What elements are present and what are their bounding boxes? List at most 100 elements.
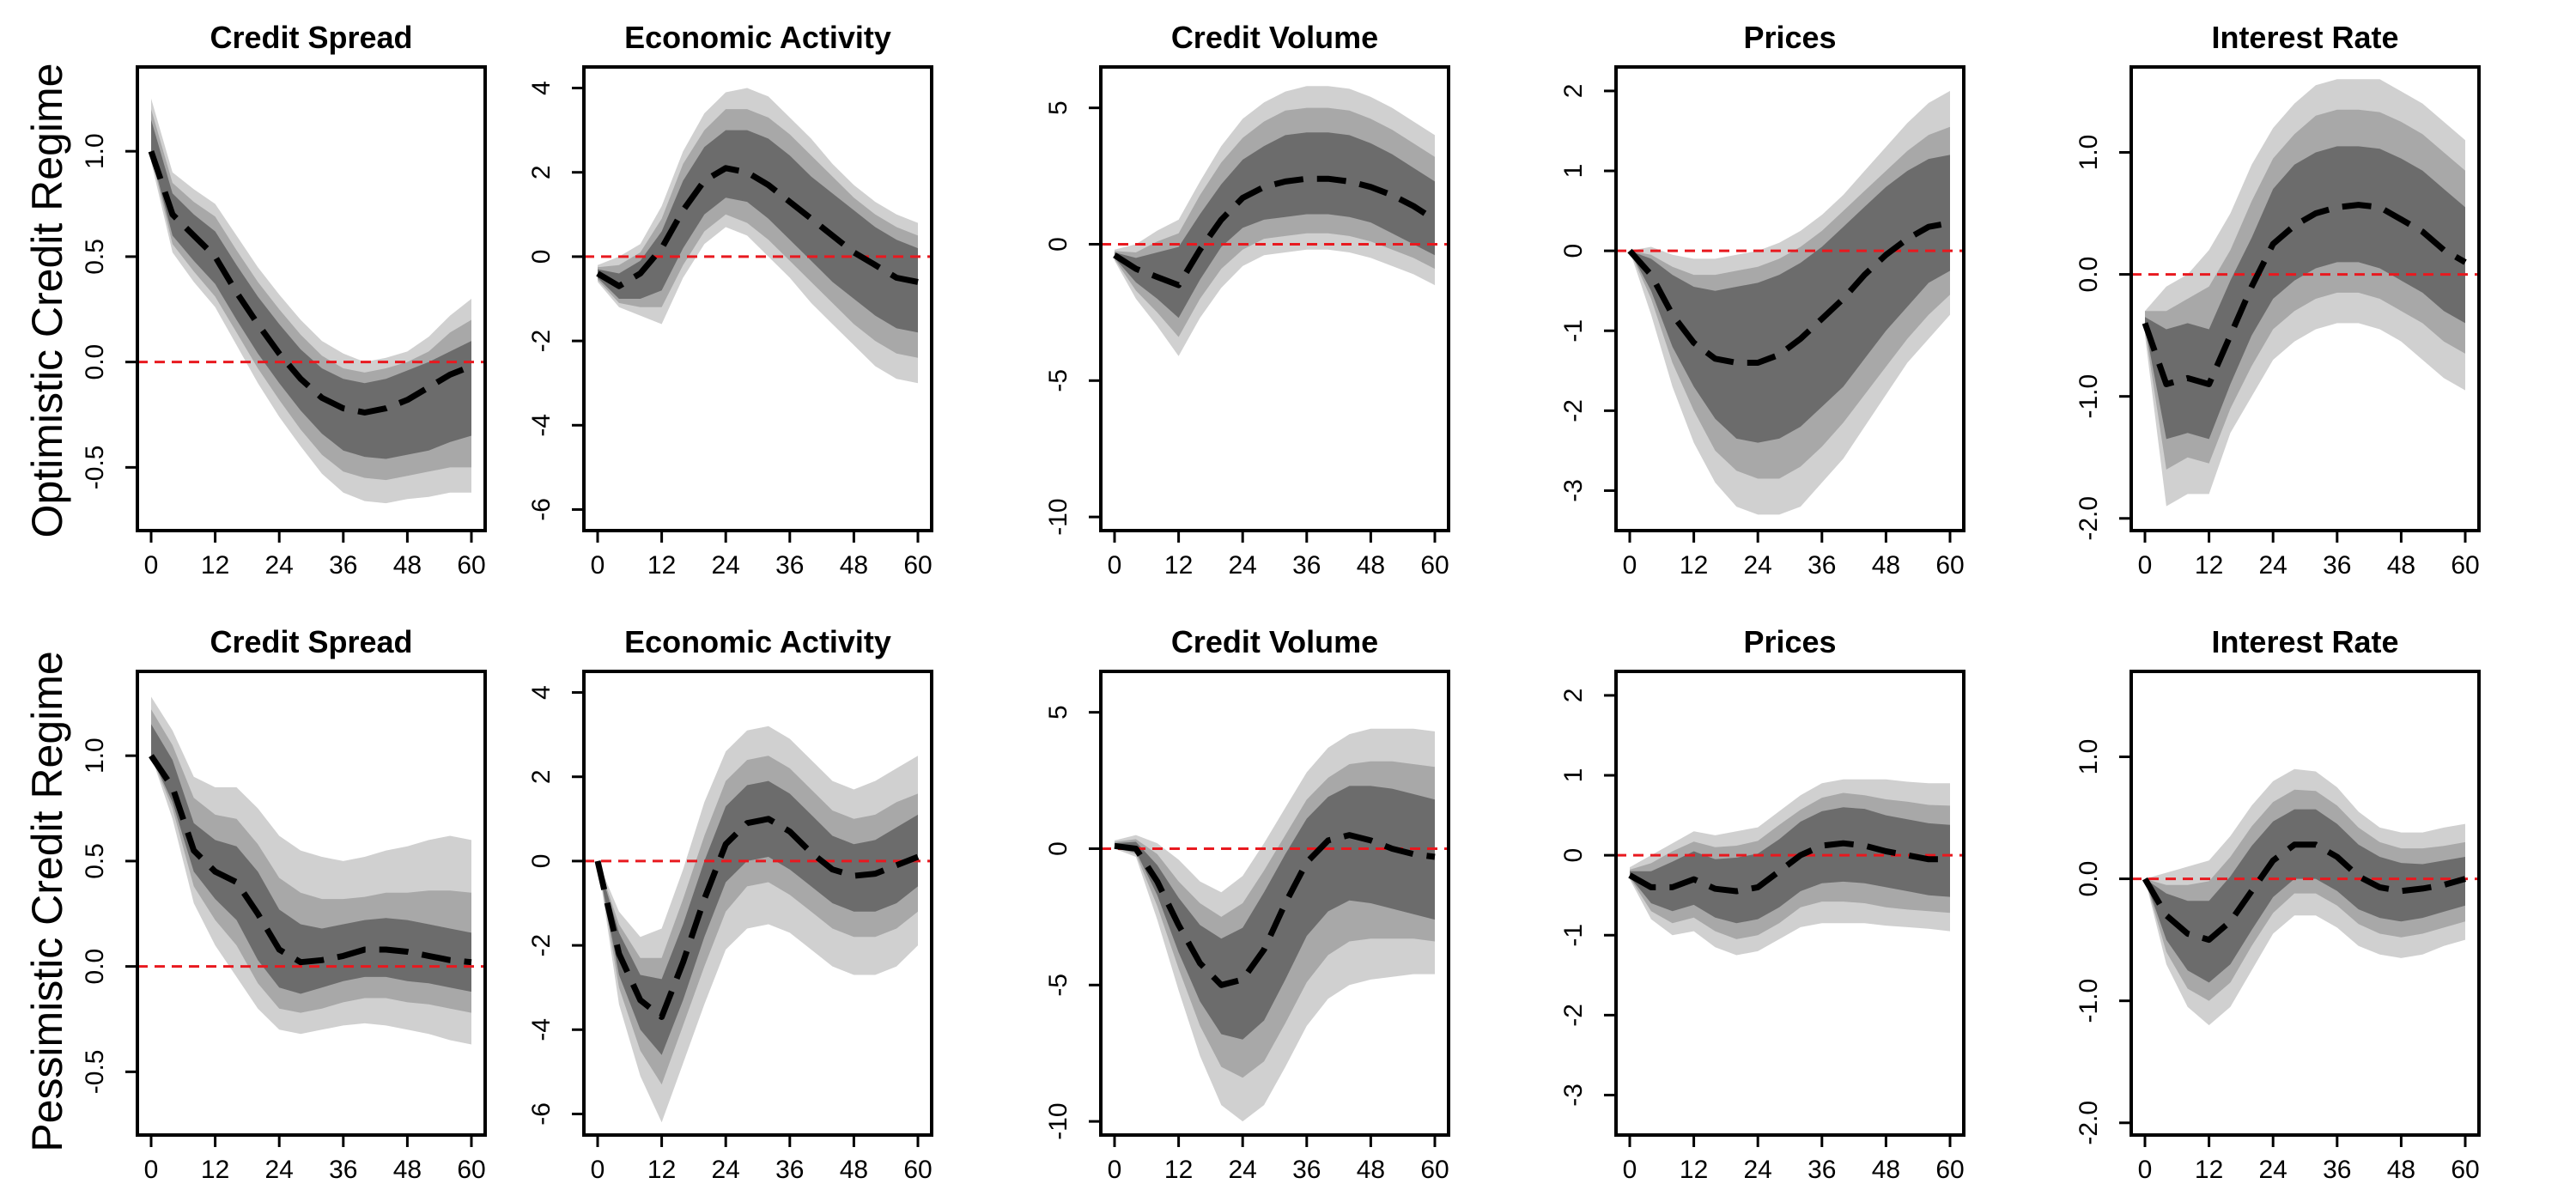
y-tick-label: -1.0 <box>2075 979 2103 1023</box>
x-tick-label: 36 <box>2323 1156 2351 1184</box>
panel-frame <box>136 65 487 532</box>
x-tick-label: 0 <box>2138 551 2153 580</box>
x-tick-label: 36 <box>2323 551 2351 580</box>
y-tick-label: 0 <box>1044 237 1072 252</box>
y-tick-label: 0.5 <box>81 843 109 879</box>
x-tick-label: 0 <box>1623 551 1637 580</box>
x-tick-label: 12 <box>1680 551 1708 580</box>
panel-pessimistic-credit-volume: Credit Volume 0 12 24 36 48 60 -10 -5 0 5 <box>1044 624 1450 1184</box>
y-tick-label: 1 <box>1559 164 1588 179</box>
x-tick-label: 0 <box>1108 551 1122 580</box>
y-tick-label: -1 <box>1559 319 1588 343</box>
x-tick-label: 60 <box>457 551 485 580</box>
median-line <box>1114 832 1436 988</box>
x-tick-label: 48 <box>1357 551 1385 580</box>
x-tick-label: 12 <box>647 1156 676 1184</box>
x-tick-label: 12 <box>1680 1156 1708 1184</box>
x-tick-label: 24 <box>712 551 740 580</box>
y-tick-label: 0.0 <box>2075 861 2103 897</box>
y-tick-label: 5 <box>1044 100 1072 115</box>
y-tick-label: 4 <box>527 81 556 95</box>
panel-frame <box>1614 65 1965 532</box>
y-tick-label: 0 <box>1559 244 1588 258</box>
panel-frame <box>2129 670 2481 1137</box>
x-tick-label: 0 <box>591 551 605 580</box>
x-tick-label: 36 <box>1807 551 1836 580</box>
y-tick-label: 2 <box>1559 689 1588 703</box>
panel-title: Interest Rate <box>2211 20 2398 55</box>
y-tick-label: 0 <box>527 250 556 264</box>
median-line <box>594 816 920 1020</box>
y-tick-label: -4 <box>527 1018 556 1041</box>
band-inner <box>2145 809 2465 983</box>
band-inner <box>1630 155 1950 443</box>
panel-title: Credit Volume <box>1171 20 1378 55</box>
panel-title: Prices <box>1743 624 1836 659</box>
x-tick-label: 48 <box>393 1156 422 1184</box>
band-outer <box>598 88 918 384</box>
x-tick-label: 24 <box>2259 551 2287 580</box>
x-tick-label: 0 <box>2138 1156 2153 1184</box>
x-tick-label: 24 <box>265 551 294 580</box>
x-tick-label: 60 <box>903 551 932 580</box>
y-tick-label: 0.0 <box>81 344 109 380</box>
x-tick-label: 48 <box>1872 551 1900 580</box>
x-tick-label: 12 <box>2195 1156 2223 1184</box>
y-tick-label: 1.0 <box>2075 739 2103 775</box>
x-tick-label: 48 <box>1357 1156 1385 1184</box>
x-tick-label: 24 <box>1229 1156 1257 1184</box>
x-tick-label: 48 <box>840 551 868 580</box>
x-tick-label: 48 <box>1872 1156 1900 1184</box>
median-line <box>2142 841 2466 944</box>
y-tick-label: -6 <box>527 498 556 521</box>
median-line <box>148 150 473 416</box>
x-tick-label: 36 <box>329 551 357 580</box>
x-tick-label: 60 <box>2451 1156 2479 1184</box>
x-tick-label: 24 <box>1229 551 1257 580</box>
x-tick-label: 36 <box>775 551 804 580</box>
band-inner <box>1115 132 1435 319</box>
y-tick-label: 2 <box>527 165 556 179</box>
x-tick-label: 0 <box>1108 1156 1122 1184</box>
y-tick-label: 0.5 <box>81 239 109 275</box>
x-tick-label: 60 <box>457 1156 485 1184</box>
panel-title: Credit Volume <box>1171 624 1378 659</box>
x-tick-label: 48 <box>840 1156 868 1184</box>
panel-title: Prices <box>1743 20 1836 55</box>
x-tick-label: 0 <box>591 1156 605 1184</box>
band-inner <box>2145 146 2465 440</box>
x-tick-label: 60 <box>2451 551 2479 580</box>
y-tick-label: 0.0 <box>2075 257 2103 293</box>
x-tick-label: 60 <box>1935 551 1964 580</box>
y-tick-label: -1 <box>1559 924 1588 947</box>
median-line <box>1627 220 1951 366</box>
y-tick-label: 1 <box>1559 768 1588 783</box>
y-tick-label: -5 <box>1044 974 1072 997</box>
x-tick-label: 60 <box>1420 551 1449 580</box>
median-line <box>1113 175 1437 288</box>
x-tick-label: 12 <box>2195 551 2223 580</box>
panel-optimistic-credit-volume: Credit Volume 0 12 24 36 48 60 -10 -5 0 5 <box>1044 20 1450 580</box>
y-tick-label: 0 <box>1044 841 1072 856</box>
y-tick-label: -2.0 <box>2075 496 2103 541</box>
band-middle <box>598 109 918 358</box>
panel-frame <box>1614 670 1965 1137</box>
y-tick-label: 0.0 <box>81 949 109 985</box>
x-tick-label: 24 <box>265 1156 294 1184</box>
y-tick-label: -0.5 <box>81 446 109 490</box>
x-tick-label: 12 <box>1164 551 1193 580</box>
band-inner <box>598 130 918 333</box>
x-tick-label: 0 <box>144 1156 159 1184</box>
y-tick-label: 5 <box>1044 705 1072 719</box>
x-tick-label: 48 <box>2387 1156 2415 1184</box>
panel-title: Credit Spread <box>210 20 412 55</box>
x-tick-label: 12 <box>1164 1156 1193 1184</box>
panel-optimistic-interest-rate: Interest Rate 0 12 24 36 48 60 -2.0 -1.0 0.0 1.0 <box>2075 20 2481 580</box>
panel-title: Interest Rate <box>2211 624 2398 659</box>
y-tick-label: 1.0 <box>81 738 109 774</box>
x-tick-label: 36 <box>1807 1156 1836 1184</box>
